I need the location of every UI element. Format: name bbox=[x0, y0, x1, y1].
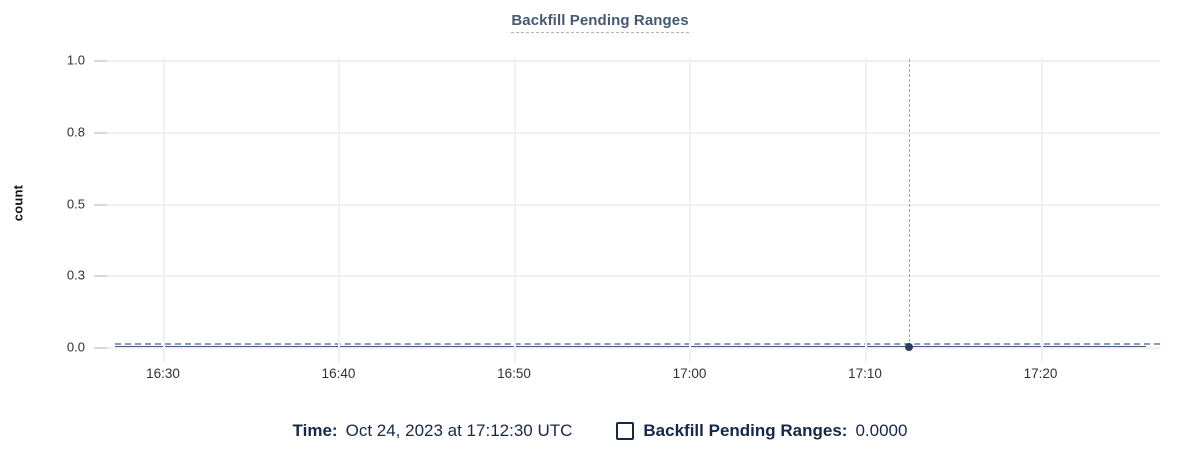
y-gridline bbox=[95, 203, 1160, 206]
x-gridline bbox=[163, 58, 166, 363]
y-tick-mark bbox=[94, 347, 107, 349]
y-tick-label: 0.5 bbox=[66, 196, 85, 211]
legend-row: Time: Oct 24, 2023 at 17:12:30 UTC Backf… bbox=[0, 421, 1200, 441]
x-gridline bbox=[689, 58, 692, 363]
y-tick-mark bbox=[94, 131, 107, 134]
x-tick-label: 16:50 bbox=[497, 366, 531, 381]
cursor-data-point bbox=[904, 343, 913, 351]
y-gridline bbox=[95, 347, 1160, 349]
x-tick-label: 17:00 bbox=[672, 366, 707, 381]
legend-time-value: Oct 24, 2023 at 17:12:30 UTC bbox=[345, 421, 573, 440]
x-tick-label: 16:40 bbox=[321, 366, 356, 381]
legend-series-label[interactable]: Backfill Pending Ranges: bbox=[643, 421, 848, 440]
chart-title-row: Backfill Pending Ranges bbox=[0, 12, 1200, 33]
y-gridline bbox=[95, 275, 1160, 278]
y-gridline bbox=[95, 131, 1160, 134]
y-tick-mark bbox=[94, 275, 107, 278]
legend-time-label: Time: bbox=[292, 421, 338, 440]
legend-series-value: 0.0000 bbox=[855, 421, 908, 440]
y-tick-label: 0.0 bbox=[66, 339, 85, 355]
x-gridline bbox=[338, 58, 341, 363]
y-axis-labels: 1.0 0.8 0.5 0.3 0.0 bbox=[0, 53, 85, 355]
cursor-crosshair-line bbox=[908, 59, 910, 347]
y-tick-mark bbox=[94, 60, 107, 62]
x-gridline bbox=[513, 58, 516, 363]
x-tick-label: 17:10 bbox=[848, 366, 882, 381]
legend-time: Time: Oct 24, 2023 at 17:12:30 UTC bbox=[293, 421, 573, 441]
y-gridline bbox=[95, 60, 1160, 62]
chart-title[interactable]: Backfill Pending Ranges bbox=[511, 12, 689, 33]
x-axis-labels: 16:30 16:40 16:50 17:00 17:10 17:20 bbox=[95, 366, 1160, 386]
legend-checkbox-icon[interactable] bbox=[616, 422, 635, 440]
y-tick-label: 1.0 bbox=[66, 52, 85, 68]
x-tick-label: 17:20 bbox=[1023, 366, 1058, 381]
y-tick-label: 0.8 bbox=[66, 124, 85, 140]
y-tick-mark bbox=[94, 203, 107, 206]
x-tick-label: 16:30 bbox=[146, 366, 180, 381]
x-gridline bbox=[864, 58, 867, 363]
legend-series: Backfill Pending Ranges: 0.0000 bbox=[616, 421, 907, 441]
y-tick-label: 0.3 bbox=[66, 267, 85, 283]
x-gridline bbox=[1040, 58, 1043, 363]
series-line-dashed bbox=[115, 343, 1160, 345]
plot-area[interactable] bbox=[94, 58, 1160, 363]
